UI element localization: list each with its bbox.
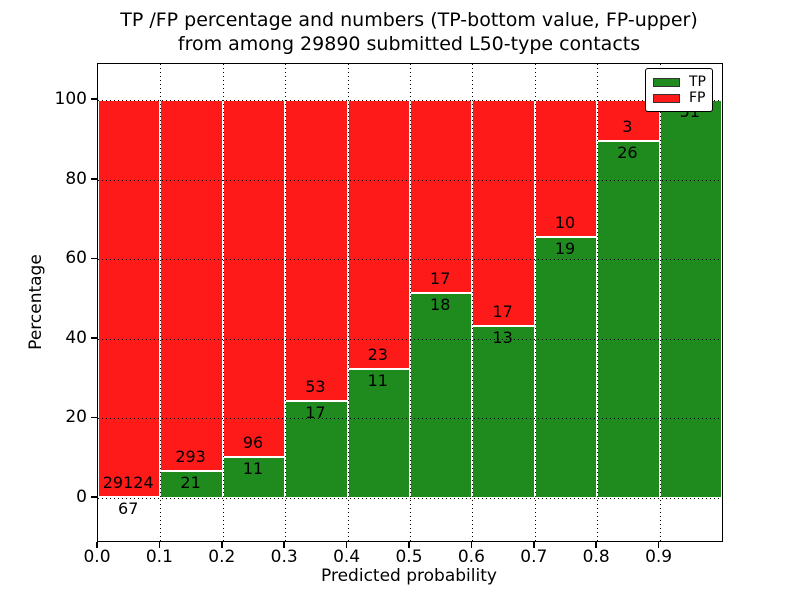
x-tick	[158, 541, 161, 548]
bar-segment-tp	[659, 100, 722, 499]
legend-fp-label: FP	[689, 90, 706, 106]
x-tick	[345, 541, 348, 548]
bar-segment-fp	[472, 100, 535, 326]
x-tick	[595, 541, 597, 548]
x-tick	[283, 541, 285, 548]
y-tick	[91, 257, 97, 260]
x-axis-label: Predicted probability	[321, 566, 497, 586]
gridline-horizontal	[98, 498, 722, 500]
y-tick-label: 20	[65, 407, 87, 428]
x-tick	[657, 541, 660, 548]
y-tick-label: 0	[76, 487, 87, 508]
x-tick	[96, 541, 98, 548]
x-tick	[533, 541, 535, 548]
y-tick	[91, 496, 97, 498]
x-tick-label: 0.7	[520, 547, 548, 567]
y-axis-label: Percentage	[26, 254, 46, 350]
bar-segment-tp	[534, 237, 598, 499]
bar-segment-fp	[98, 100, 161, 498]
chart-title-line1: TP /FP percentage and numbers (TP-bottom…	[120, 9, 698, 31]
bar-segment-tp	[597, 141, 660, 499]
y-tick	[91, 178, 97, 180]
y-tick-label: 80	[65, 168, 87, 189]
x-tick-label: 0.3	[270, 547, 298, 567]
legend-tp-label: TP	[689, 74, 706, 90]
plot-area	[97, 63, 723, 542]
x-tick	[408, 541, 410, 548]
bar-segment-fp	[285, 100, 348, 402]
bar-segment-tp	[410, 293, 473, 499]
legend-fp-swatch	[653, 93, 680, 103]
legend-entry-fp: FP	[653, 90, 706, 106]
x-tick-label: 0.8	[582, 547, 610, 567]
bar-segment-tp	[98, 497, 161, 500]
chart-title-line2: from among 29890 submitted L50-type cont…	[177, 33, 641, 55]
bar-segment-tp	[347, 369, 410, 499]
x-tick	[221, 541, 223, 548]
y-tick-label: 40	[65, 327, 87, 348]
bar-segment-fp	[160, 100, 223, 472]
chart-title: TP /FP percentage and numbers (TP-bottom…	[97, 8, 721, 56]
y-tick	[91, 416, 97, 419]
bar-segment-fp	[410, 100, 473, 294]
x-tick-label: 0.2	[208, 547, 236, 567]
y-tick	[91, 98, 97, 100]
bar-segment-tp	[472, 325, 535, 499]
x-tick-label: 0.0	[83, 547, 111, 567]
legend-entry-tp: TP	[653, 74, 706, 90]
x-tick	[470, 541, 473, 548]
x-tick-label: 0.6	[457, 547, 485, 567]
x-tick-label: 0.1	[145, 547, 173, 567]
bar-segment-fp	[222, 100, 286, 458]
y-tick-label: 100	[54, 89, 87, 110]
bar-segment-tp	[285, 401, 348, 499]
bar-segment-tp	[222, 457, 286, 499]
bar-segment-fp	[534, 100, 598, 238]
legend-tp-swatch	[653, 77, 680, 87]
y-tick-label: 60	[65, 248, 87, 269]
bar-segment-tp	[160, 471, 223, 499]
y-tick	[91, 337, 97, 339]
legend: TP FP	[645, 68, 713, 112]
x-tick-label: 0.4	[333, 547, 361, 567]
x-tick-label: 0.5	[395, 547, 423, 567]
bar-segment-fp	[347, 100, 410, 370]
x-tick-label: 0.9	[645, 547, 673, 567]
